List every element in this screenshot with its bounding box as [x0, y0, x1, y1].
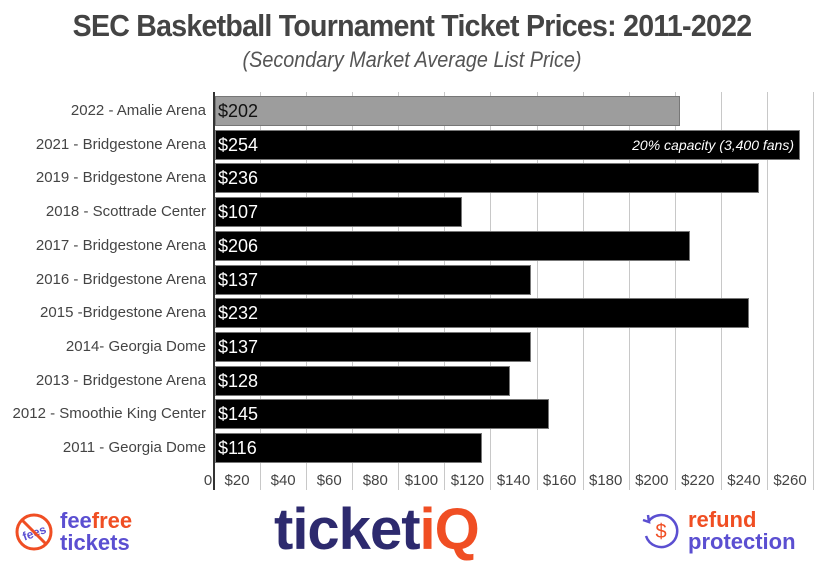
bar-value-label: $254 [218, 135, 259, 155]
x-tick-label: $260 [773, 472, 807, 489]
bar: $107 [215, 197, 462, 227]
bar: $254 20% capacity (3,400 fans) [215, 130, 800, 160]
category-label: 2017 - Bridgestone Arena [35, 237, 206, 254]
category-label: 2015 -Bridgestone Arena [40, 304, 206, 321]
x-tick-label: $200 [635, 472, 669, 489]
bar: $116 [215, 433, 482, 463]
x-tick-label: $140 [496, 472, 531, 489]
svg-text:$: $ [655, 521, 666, 543]
ticketiq-logo: ticketiQ [274, 496, 480, 563]
x-tick-label: 0 [203, 472, 213, 489]
feefree-word-tickets: tickets [60, 530, 130, 555]
category-label: 2011 - Georgia Dome [62, 439, 206, 456]
gridline [721, 92, 722, 490]
x-tick-label: $180 [589, 472, 623, 489]
ticketiq-logo-main: ticket [274, 497, 421, 562]
x-tick-label: $20 [224, 472, 250, 489]
protection-word: protection [688, 529, 796, 554]
x-tick-label: $40 [270, 472, 296, 489]
bar-value-label: $202 [218, 101, 259, 121]
gridline [629, 92, 630, 490]
bar: $206 [215, 231, 690, 261]
category-label: 2016 - Bridgestone Arena [35, 271, 206, 288]
feefree-word-fee: fee [60, 508, 92, 533]
footer-logos: fees feefree tickets ticketiQ $ refund p… [0, 497, 824, 562]
bar: $137 [215, 265, 531, 295]
bar-value-label: $107 [218, 202, 259, 222]
bar-value-label: $206 [218, 236, 259, 256]
gridline [767, 92, 768, 490]
bar-chart: 0 $20 $40 $60 $80 $100 $120 $140 $160 $180 $200 $22… [12, 92, 814, 490]
feefree-tickets-logo: fees feefree tickets [14, 510, 132, 554]
bar-annotation: 20% capacity (3,400 fans) [632, 137, 794, 153]
gridline [537, 92, 538, 490]
refund-dollar-icon: $ [642, 513, 679, 549]
category-label: 2018 - Scottrade Center [45, 203, 206, 220]
bar: $128 [215, 366, 510, 396]
ticketiq-logo-accent: iQ [419, 497, 480, 562]
category-label: 2022 - Amalie Arena [70, 102, 206, 119]
x-tick-label: $220 [681, 472, 715, 489]
x-tick-label: $80 [362, 472, 388, 489]
gridline [583, 92, 584, 490]
bar-value-label: $236 [218, 168, 259, 188]
bar-value-label: $232 [218, 303, 259, 323]
gridline [675, 92, 676, 490]
chart-title: SEC Basketball Tournament Ticket Prices:… [72, 8, 752, 43]
gridline [813, 92, 814, 490]
refund-protection-logo: $ refund protection [640, 509, 796, 553]
category-label: 2013 - Bridgestone Arena [35, 372, 206, 389]
category-label: 2021 - Bridgestone Arena [35, 136, 206, 153]
bar-value-label: $116 [218, 438, 257, 458]
x-tick-label: $120 [450, 472, 485, 489]
category-label: 2019 - Bridgestone Arena [35, 169, 206, 186]
y-axis-line [213, 92, 215, 490]
bar: $232 [215, 298, 749, 328]
bar: $202 [215, 96, 680, 126]
chart-subtitle: (Secondary Market Average List Price) [242, 47, 582, 72]
bar-value-label: $145 [218, 404, 259, 424]
category-label: 2014- Georgia Dome [65, 338, 206, 355]
x-tick-label: $100 [404, 472, 439, 489]
bar: $145 [215, 399, 549, 429]
refund-word: refund [688, 507, 757, 532]
bar-value-label: $137 [218, 337, 259, 357]
feefree-word-free: free [91, 508, 133, 533]
bar-value-label: $128 [218, 371, 259, 391]
bar: $137 [215, 332, 531, 362]
x-tick-label: $60 [316, 472, 342, 489]
x-tick-label: $160 [542, 472, 577, 489]
category-label: 2012 - Smoothie King Center [12, 405, 206, 422]
bar: $236 [215, 163, 759, 193]
bar-value-label: $137 [218, 270, 259, 290]
x-tick-label: $240 [727, 472, 761, 489]
no-fees-icon: fees [15, 513, 53, 551]
